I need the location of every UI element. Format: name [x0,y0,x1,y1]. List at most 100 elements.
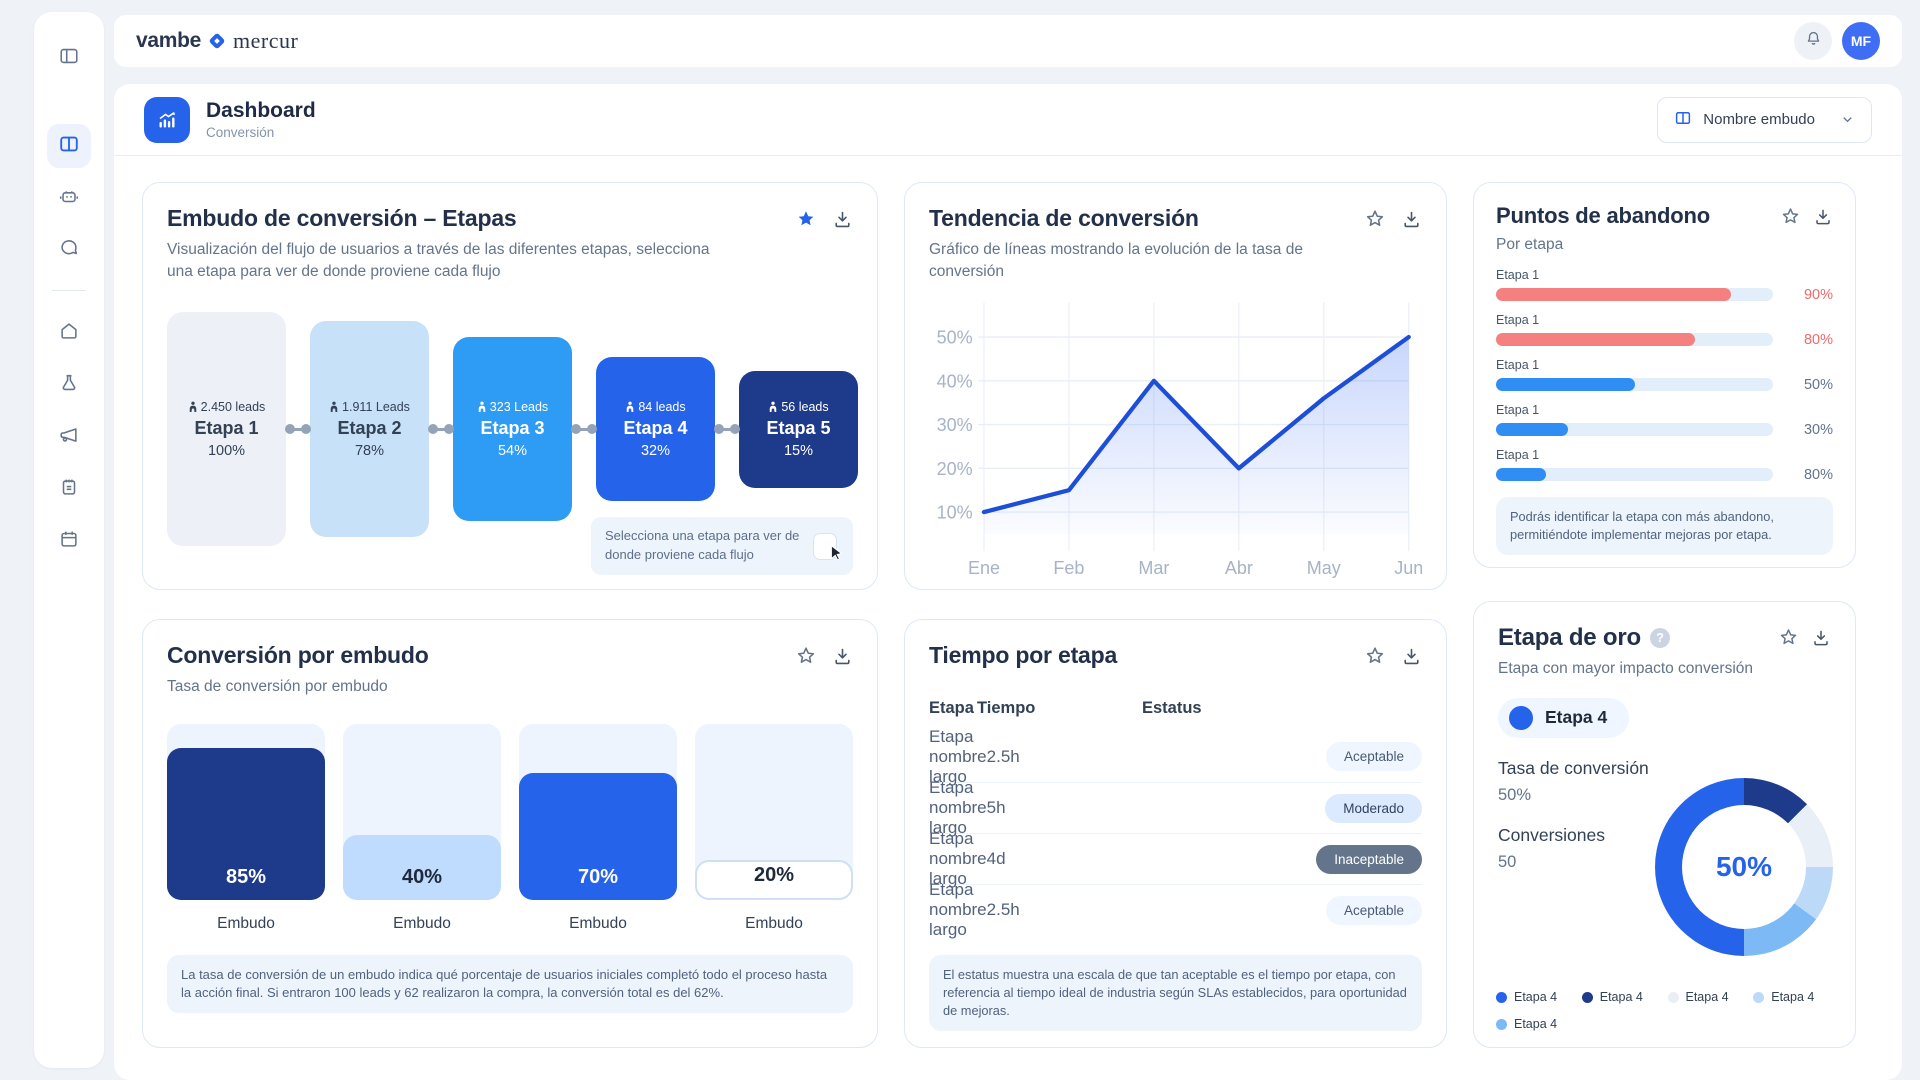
legend-item: Etapa 4 [1496,990,1582,1004]
flask-icon [58,372,80,399]
card-subtitle: Gráfico de líneas mostrando la evolución… [929,241,1303,280]
notifications-button[interactable] [1794,22,1832,60]
download-icon[interactable] [1401,646,1422,667]
download-icon[interactable] [1401,209,1422,230]
top-bar: vambe mercur MF [114,15,1902,67]
bar-category-label: Embudo [569,914,627,932]
conversion-bar-chart: 85% Embudo 40% Embudo 70% Embudo 20% Emb… [167,723,853,933]
rate-label: Tasa de conversión [1498,757,1649,778]
bar-value-label: 70% [519,772,677,900]
card-subtitle: Etapa con mayor impacto conversión [1498,660,1754,677]
funnel-chart: 2.450 leads Etapa 1 100% 1.911 Leads Eta… [167,302,858,556]
download-icon[interactable] [832,209,853,230]
funnel-stage-2[interactable]: 1.911 Leads Etapa 2 78% [310,321,429,538]
card-subtitle: Visualización del flujo de usuarios a tr… [167,241,710,280]
donut-center-label: 50% [1682,805,1806,929]
conversions-label: Conversiones [1498,824,1605,845]
person-icon [330,401,338,412]
funnel-stage-3[interactable]: 323 Leads Etapa 3 54% [453,337,572,522]
stage-dot-icon [1509,705,1533,730]
card-subtitle: Por etapa [1496,236,1564,253]
sidebar-item-notes[interactable] [47,467,91,511]
person-icon [627,401,634,412]
table-row: Etapa nombre largo 2.5h Aceptable [929,727,1422,786]
sidebar-item-dashboard[interactable] [47,124,91,168]
legend-dot-icon [1496,991,1507,1003]
logo-mercur-text: mercur [233,28,299,53]
table-row: Etapa nombre largo 5h Moderado [929,778,1422,837]
sidebar-item-chat[interactable] [47,228,91,272]
funnel-connector [575,427,593,431]
card-conversion-by-funnel: Conversión por embudo Tasa de conversión… [142,619,878,1048]
funnel-name-select[interactable]: Nombre embudo [1657,96,1872,143]
sidebar-item-campaigns[interactable] [47,415,91,459]
svg-text:Feb: Feb [1053,558,1084,578]
funnel-connector [718,427,736,431]
panel-left-icon [58,45,80,72]
help-icon[interactable]: ? [1649,628,1670,648]
logo-vambe-text: vambe [136,29,202,52]
card-abandonment-points: Puntos de abandono Por etapa Etapa 1 90%… [1473,182,1856,568]
conversion-bar-1: 85% Embudo [167,723,325,933]
status-badge: Inaceptable [1316,844,1422,874]
abandonment-bar-list: Etapa 1 90% Etapa 1 80% Etapa 1 50% Etap… [1496,268,1833,483]
abandonment-row: Etapa 1 90% [1496,267,1833,303]
person-icon [478,401,486,412]
dashboard-chart-icon [144,96,190,143]
download-icon[interactable] [832,646,853,667]
card-time-per-stage: Tiempo por etapa Etapa Tiempo Estatus Et… [904,619,1447,1048]
legend-item: Etapa 4 [1581,990,1668,1004]
favorite-star-icon[interactable] [795,645,817,667]
page-subtitle: Conversión [206,125,275,140]
funnel-select-label: Nombre embudo [1703,111,1815,128]
favorite-star-icon[interactable] [1364,645,1386,667]
sidebar-item-home[interactable] [47,311,91,355]
funnel-stage-5[interactable]: 56 leads Etapa 5 15% [739,370,858,488]
person-icon [189,401,196,412]
favorite-star-icon[interactable] [1364,208,1386,230]
download-icon[interactable] [1813,207,1833,227]
status-badge: Moderado [1325,793,1422,823]
card-subtitle: Tasa de conversión por embudo [167,678,388,695]
sidebar-divider [52,290,86,291]
funnel-connector [289,427,307,431]
donut-legend: Etapa 4 Etapa 4 Etapa 4 Etapa 4 Etapa 4 [1496,990,1839,1031]
favorite-star-icon[interactable] [1780,206,1801,227]
funnel-stage-4[interactable]: 84 leads Etapa 4 32% [596,357,715,502]
notepad-icon [58,476,80,503]
status-badge: Aceptable [1325,742,1422,771]
sidebar-item-bot[interactable] [47,176,91,220]
select-box-icon [813,532,843,561]
cursor-icon [828,544,845,567]
legend-dot-icon [1496,1018,1507,1030]
brand-logo: vambe mercur [136,28,298,54]
favorite-star-icon[interactable] [795,208,817,230]
bar-value-label: 85% [167,748,325,900]
svg-text:Mar: Mar [1138,558,1169,578]
conversions-value: 50 [1498,852,1517,871]
sidebar-item-experiments[interactable] [47,363,91,407]
bar-category-label: Embudo [217,914,275,932]
svg-text:30%: 30% [937,416,973,436]
person-icon [770,401,777,412]
avatar[interactable]: MF [1842,22,1880,60]
sidebar-item-calendar[interactable] [47,519,91,563]
tooltip-text: Selecciona una etapa para ver de donde p… [605,528,800,563]
page-header: Dashboard Conversión Nombre embudo [114,84,1902,156]
card-title: Puntos de abandono [1496,203,1710,228]
favorite-star-icon[interactable] [1778,627,1799,648]
funnel-hint-tooltip: Selecciona una etapa para ver de donde p… [591,517,853,575]
card-conversion-trend: Tendencia de conversión Gráfico de línea… [904,182,1447,590]
donut-chart: 50% [1655,778,1833,956]
download-icon[interactable] [1811,628,1831,648]
card-golden-stage: Etapa de oro ? Etapa con mayor impacto c… [1473,601,1856,1048]
abandonment-row: Etapa 1 50% [1496,357,1833,393]
sidebar [34,12,104,1068]
legend-item: Etapa 4 [1753,990,1839,1004]
legend-item: Etapa 4 [1496,1017,1582,1031]
funnel-stage-1[interactable]: 2.450 leads Etapa 1 100% [167,312,286,547]
status-badge: Aceptable [1325,895,1422,925]
sidebar-toggle-button[interactable] [47,36,91,80]
bar-category-label: Embudo [393,914,451,932]
trend-line-chart: Ene Feb Mar Abr May Jun 10% 20% 30% 40% 50% [937,303,1422,578]
